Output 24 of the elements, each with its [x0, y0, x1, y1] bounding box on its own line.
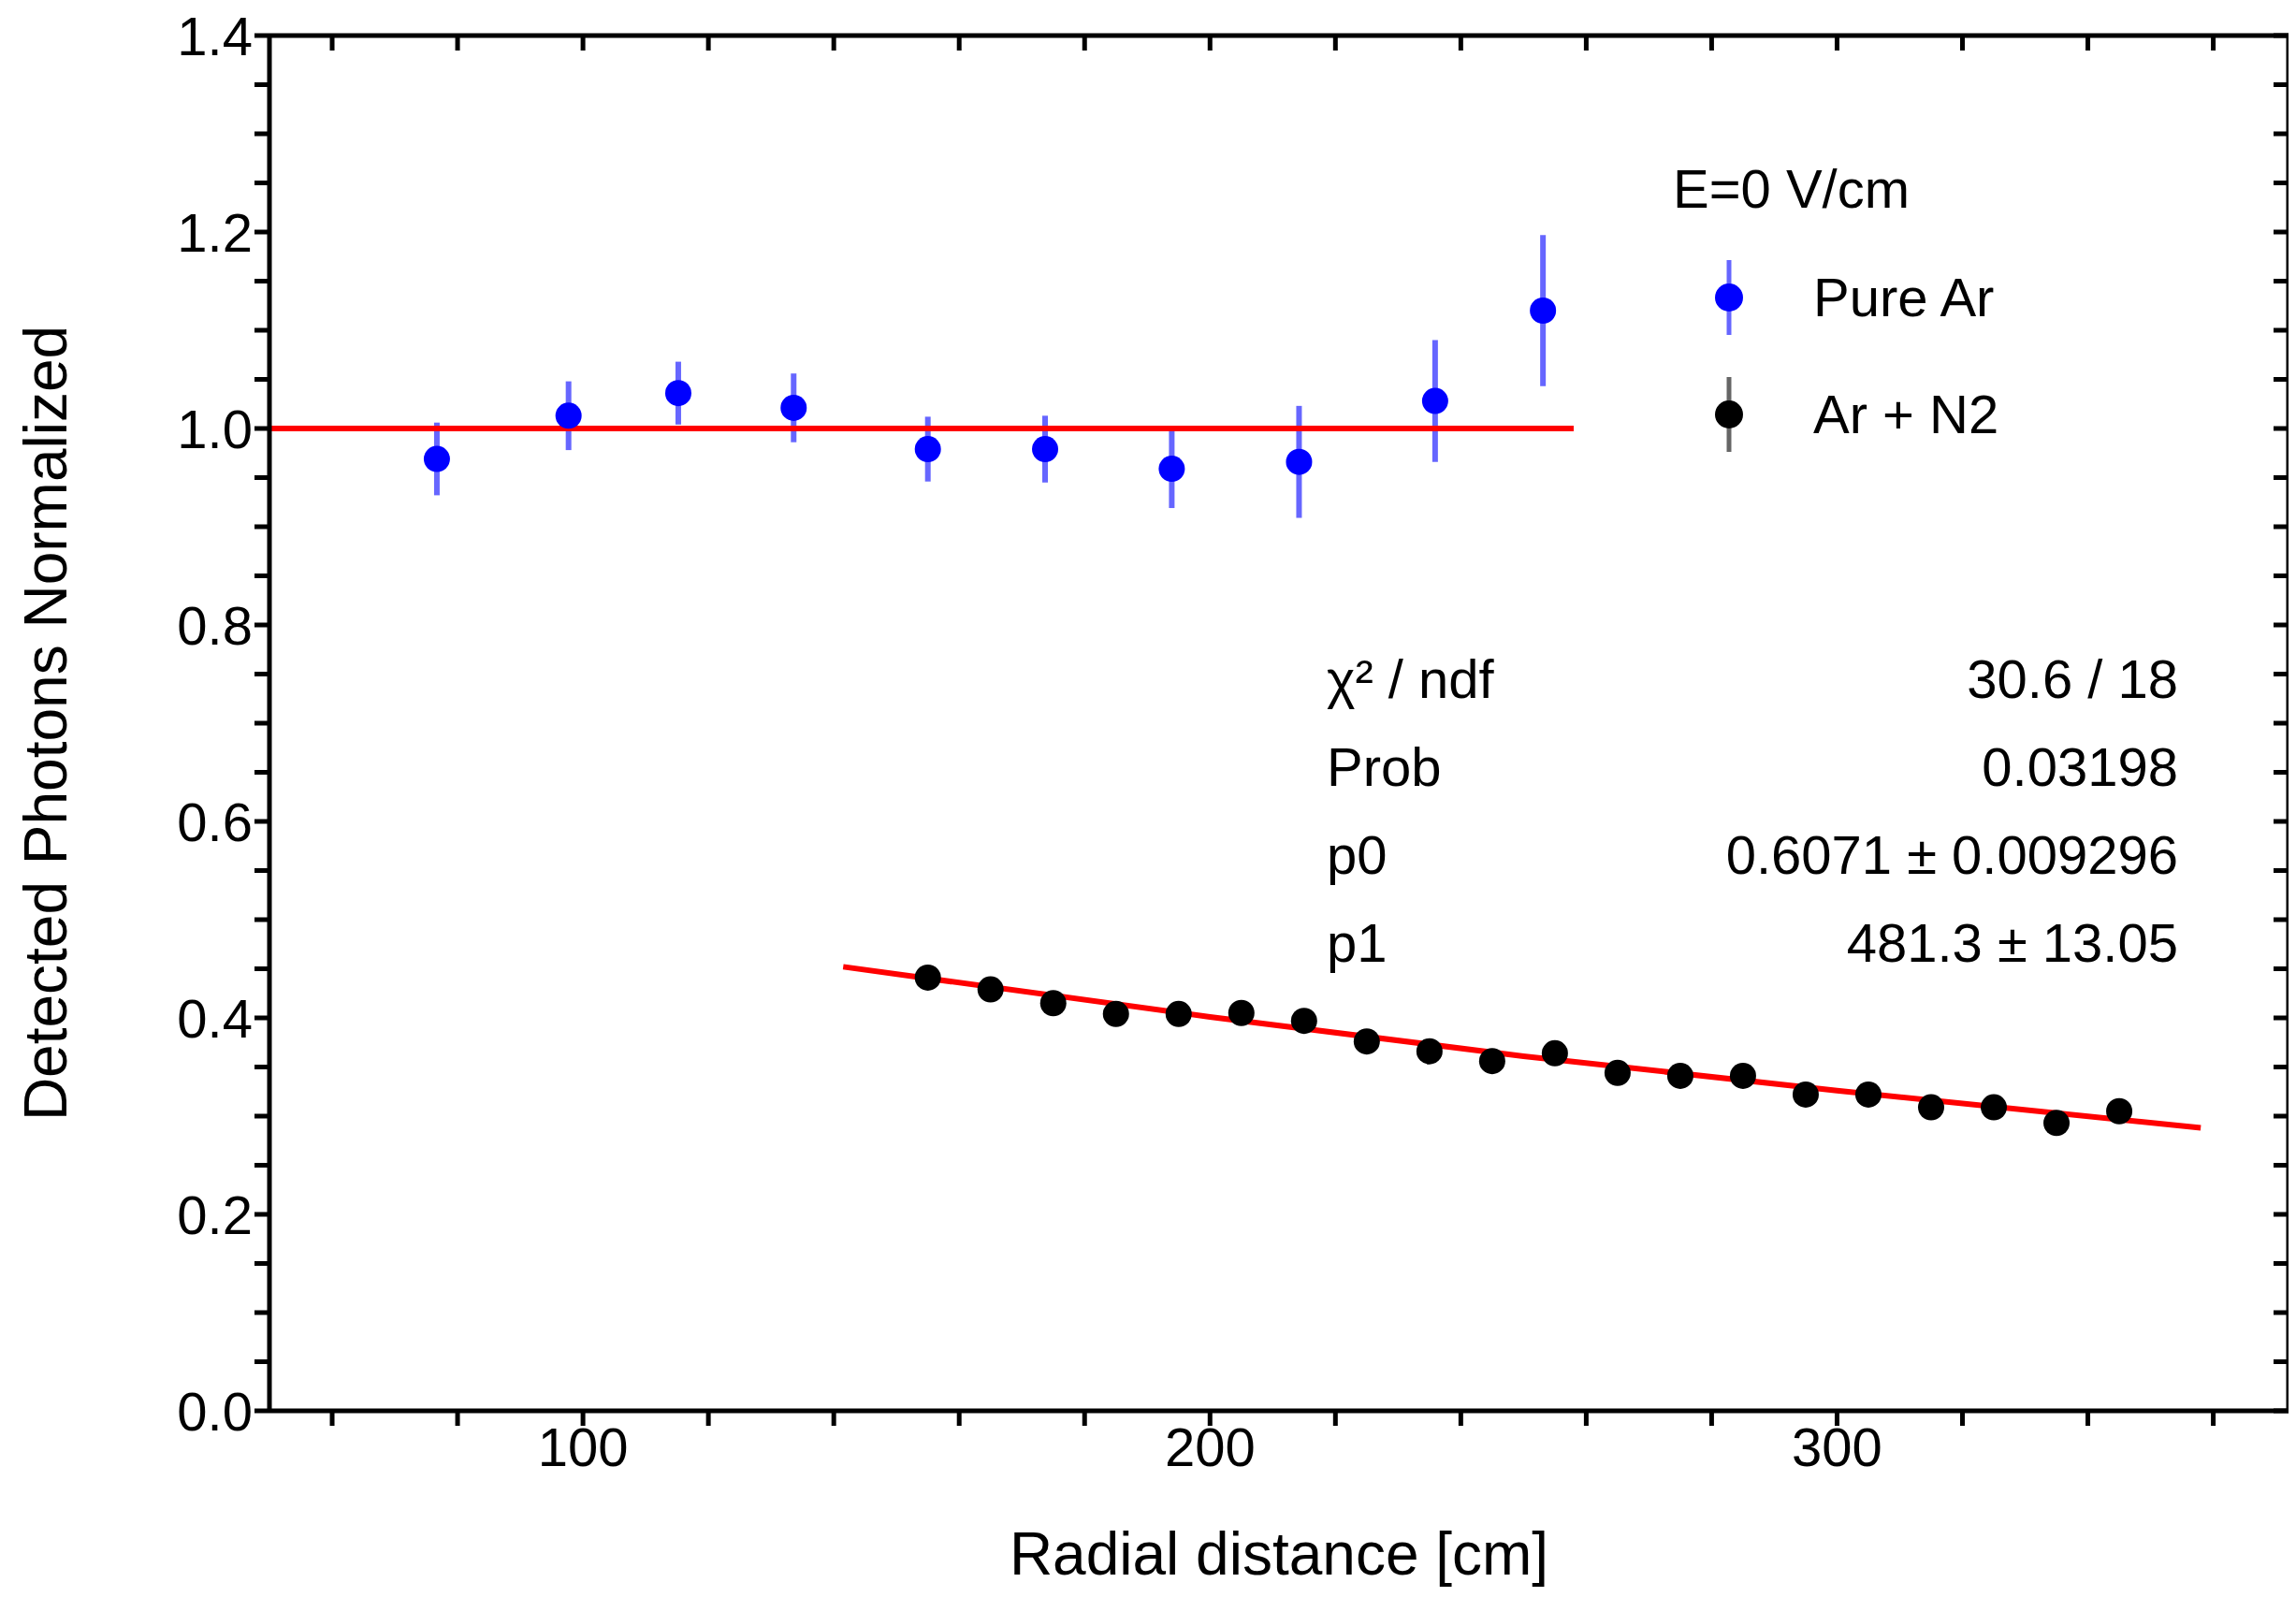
y-tick-label: 1.4	[177, 5, 253, 66]
y-tick-label: 0.4	[177, 987, 253, 1049]
x-tick-label: 300	[1792, 1416, 1882, 1478]
y-tick-label: 0.6	[177, 791, 253, 852]
annotation: Prob	[1327, 734, 1443, 799]
y-tick-label: 0.8	[177, 594, 253, 656]
annotation: 30.6 / 18	[1966, 646, 2178, 711]
y-tick-label: 1.0	[177, 398, 253, 459]
y-axis-title: Detected Photons Normalized	[11, 325, 80, 1122]
legend-title: E=0 V/cm	[1673, 157, 1911, 220]
x-tick-label: 200	[1164, 1416, 1256, 1478]
annotation: p0	[1327, 822, 1388, 887]
x-tick-label: 100	[537, 1416, 629, 1478]
annotation: χ² / ndf	[1327, 646, 1495, 711]
y-tick-label: 1.2	[177, 201, 253, 263]
legend-label: Pure Ar	[1813, 266, 1995, 328]
y-tick-label: 0.2	[177, 1183, 253, 1245]
annotation: p1	[1327, 910, 1388, 975]
annotation: 0.03198	[1981, 734, 2178, 799]
annotation: 481.3 ± 13.05	[1845, 910, 2178, 975]
y-tick-label: 0.0	[177, 1380, 253, 1442]
annotation: 0.6071 ± 0.009296	[1724, 822, 2178, 887]
x-axis-title: Radial distance [cm]	[1009, 1520, 1549, 1588]
legend-label: Ar + N2	[1813, 383, 1999, 445]
